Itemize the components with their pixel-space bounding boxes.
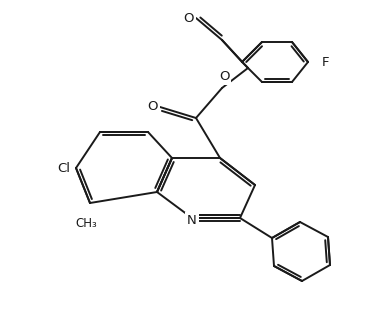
Text: O: O [148, 100, 158, 113]
Text: N: N [187, 214, 197, 226]
Text: O: O [184, 12, 194, 24]
Text: CH₃: CH₃ [75, 217, 97, 230]
Text: O: O [219, 70, 229, 83]
Text: F: F [322, 56, 329, 68]
Text: Cl: Cl [57, 161, 70, 175]
